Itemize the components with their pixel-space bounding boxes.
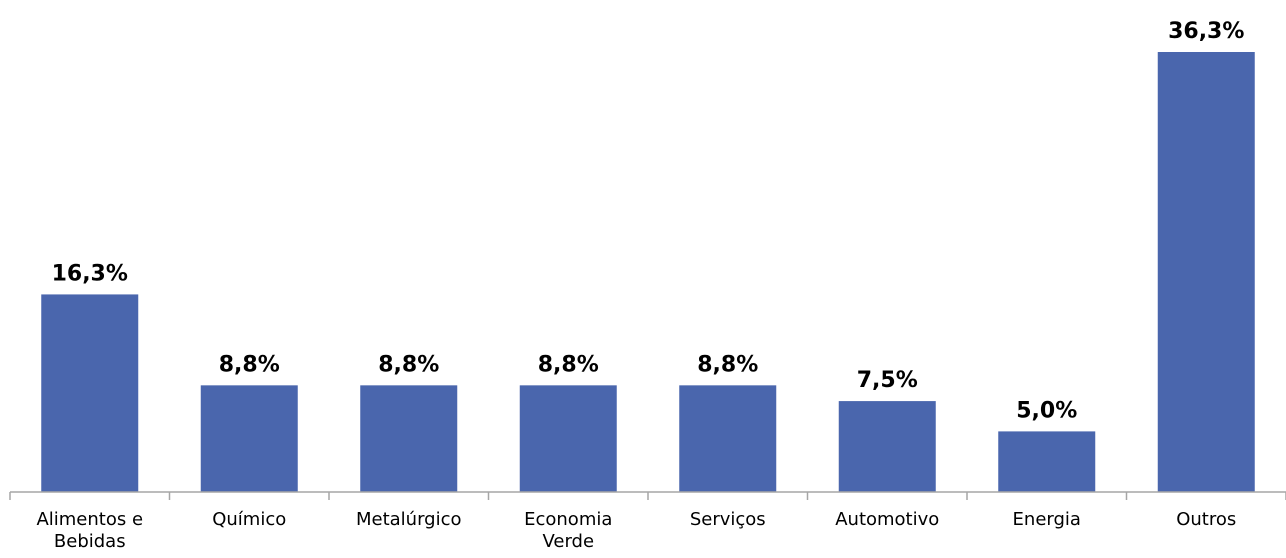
bar	[360, 385, 458, 492]
x-tick-label-line: Automotivo	[835, 509, 939, 530]
x-tick-label-line: Químico	[212, 509, 286, 530]
x-tick-label-line: Alimentos e	[36, 509, 143, 530]
x-tick-label-line: Energia	[1013, 509, 1081, 530]
x-tick-label: Automotivo	[835, 509, 939, 530]
x-tick-label: Economia Verde	[524, 509, 612, 552]
data-label: 8,8%	[219, 352, 280, 377]
bar	[838, 401, 936, 492]
x-tick-label-line: Bebidas	[54, 531, 126, 552]
bar	[998, 431, 1096, 492]
data-label: 8,8%	[697, 352, 758, 377]
bar	[200, 385, 298, 492]
x-axis	[9, 491, 1286, 500]
x-tick-label-line: Economia	[524, 509, 612, 530]
data-labels-group: 16,3% 8,8% 8,8% 8,8% 8,8% 7,5% 5,0% 36,3%	[52, 19, 1245, 423]
bar	[41, 294, 139, 492]
x-tick-label: Alimentos e Bebidas	[36, 509, 143, 552]
x-tick-label: Outros	[1176, 509, 1236, 530]
x-tick-label-line: Outros	[1176, 509, 1236, 530]
data-label: 8,8%	[538, 352, 599, 377]
data-label: 36,3%	[1168, 19, 1244, 44]
x-tick-label-line: Serviços	[690, 509, 766, 530]
bar	[1157, 52, 1255, 492]
x-tick-label: Serviços	[690, 509, 766, 530]
x-tick-label: Químico	[212, 509, 286, 530]
data-label: 5,0%	[1016, 398, 1077, 423]
x-tick-label-line: Metalúrgico	[356, 509, 462, 530]
data-label: 16,3%	[52, 261, 128, 286]
bars-group	[41, 52, 1255, 492]
x-tick-label: Energia	[1013, 509, 1081, 530]
x-tick-label: Metalúrgico	[356, 509, 462, 530]
bar	[519, 385, 617, 492]
tick-labels-group: Alimentos e Bebidas Químico Metalúrgico Econ…	[36, 509, 1236, 552]
x-tick-label-line: Verde	[542, 531, 594, 552]
data-label: 8,8%	[378, 352, 439, 377]
bar	[679, 385, 777, 492]
data-label: 7,5%	[857, 368, 918, 393]
